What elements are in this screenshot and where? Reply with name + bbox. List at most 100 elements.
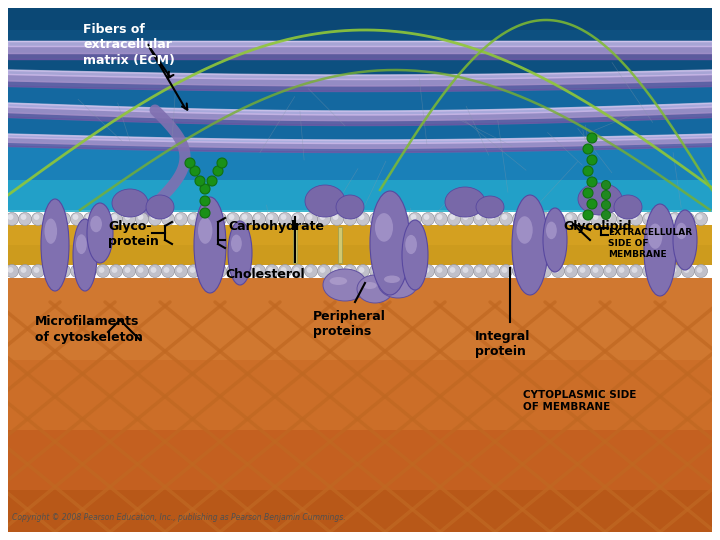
Circle shape [462,267,469,273]
Text: Fibers of
extracellular
matrix (ECM): Fibers of extracellular matrix (ECM) [83,23,175,67]
Circle shape [227,265,240,278]
Ellipse shape [375,213,393,242]
Circle shape [384,214,390,220]
Circle shape [476,267,482,273]
Circle shape [631,267,637,273]
Circle shape [71,213,84,226]
Ellipse shape [676,222,687,239]
Circle shape [502,214,508,220]
Circle shape [603,265,616,278]
Circle shape [408,213,421,226]
Circle shape [583,210,593,220]
Circle shape [60,267,66,273]
Circle shape [330,213,343,226]
Circle shape [330,265,343,278]
Circle shape [150,214,156,220]
Circle shape [58,265,71,278]
Circle shape [109,265,122,278]
Circle shape [343,265,356,278]
Circle shape [19,265,32,278]
Circle shape [474,265,487,278]
Circle shape [333,214,338,220]
Circle shape [227,213,240,226]
Bar [8,225,712,265]
Circle shape [307,267,312,273]
Circle shape [84,265,96,278]
Circle shape [644,214,650,220]
Circle shape [343,213,356,226]
Circle shape [21,267,27,273]
Circle shape [670,267,676,273]
Circle shape [294,267,300,273]
Circle shape [32,213,45,226]
Text: Microfilaments
of cytoskeleton: Microfilaments of cytoskeleton [35,315,143,343]
Circle shape [305,213,318,226]
Circle shape [567,267,572,273]
Text: Integral
protein: Integral protein [475,330,531,359]
Circle shape [356,265,369,278]
Bar [8,8,712,30]
Circle shape [292,213,305,226]
Circle shape [47,267,53,273]
Circle shape [644,267,650,273]
Circle shape [294,214,300,220]
Circle shape [618,267,624,273]
Circle shape [593,214,598,220]
Circle shape [587,177,597,187]
Circle shape [279,213,292,226]
Circle shape [434,265,448,278]
Circle shape [552,265,564,278]
Circle shape [213,166,223,176]
Circle shape [369,213,382,226]
Circle shape [587,133,597,143]
Ellipse shape [231,234,242,252]
Circle shape [526,213,539,226]
Circle shape [189,267,195,273]
Circle shape [421,265,434,278]
Circle shape [187,265,200,278]
Circle shape [616,213,629,226]
Circle shape [489,267,495,273]
Ellipse shape [336,195,364,219]
Circle shape [657,267,663,273]
Bar [8,180,712,210]
Bar [8,140,712,180]
Circle shape [187,213,200,226]
Circle shape [320,267,325,273]
Circle shape [423,214,429,220]
Circle shape [268,214,274,220]
Ellipse shape [330,277,347,285]
Ellipse shape [578,183,622,215]
Ellipse shape [445,187,485,217]
Circle shape [346,214,351,220]
Bar [338,227,342,263]
Circle shape [202,214,208,220]
Circle shape [601,211,611,219]
Circle shape [683,267,690,273]
Bar [0,0,8,540]
Circle shape [242,214,248,220]
Bar [8,80,712,140]
Circle shape [346,267,351,273]
Circle shape [200,213,214,226]
Circle shape [214,213,227,226]
Circle shape [487,213,500,226]
Circle shape [382,213,395,226]
Circle shape [86,214,91,220]
Circle shape [682,213,695,226]
Circle shape [217,158,227,168]
Circle shape [189,214,195,220]
Circle shape [487,265,500,278]
Circle shape [200,265,214,278]
Circle shape [214,265,227,278]
Circle shape [423,267,429,273]
Ellipse shape [512,195,548,295]
Ellipse shape [516,216,533,244]
Ellipse shape [357,275,393,303]
Circle shape [629,213,642,226]
Circle shape [474,213,487,226]
Circle shape [185,158,195,168]
Circle shape [176,214,182,220]
Circle shape [577,213,590,226]
Circle shape [539,265,552,278]
